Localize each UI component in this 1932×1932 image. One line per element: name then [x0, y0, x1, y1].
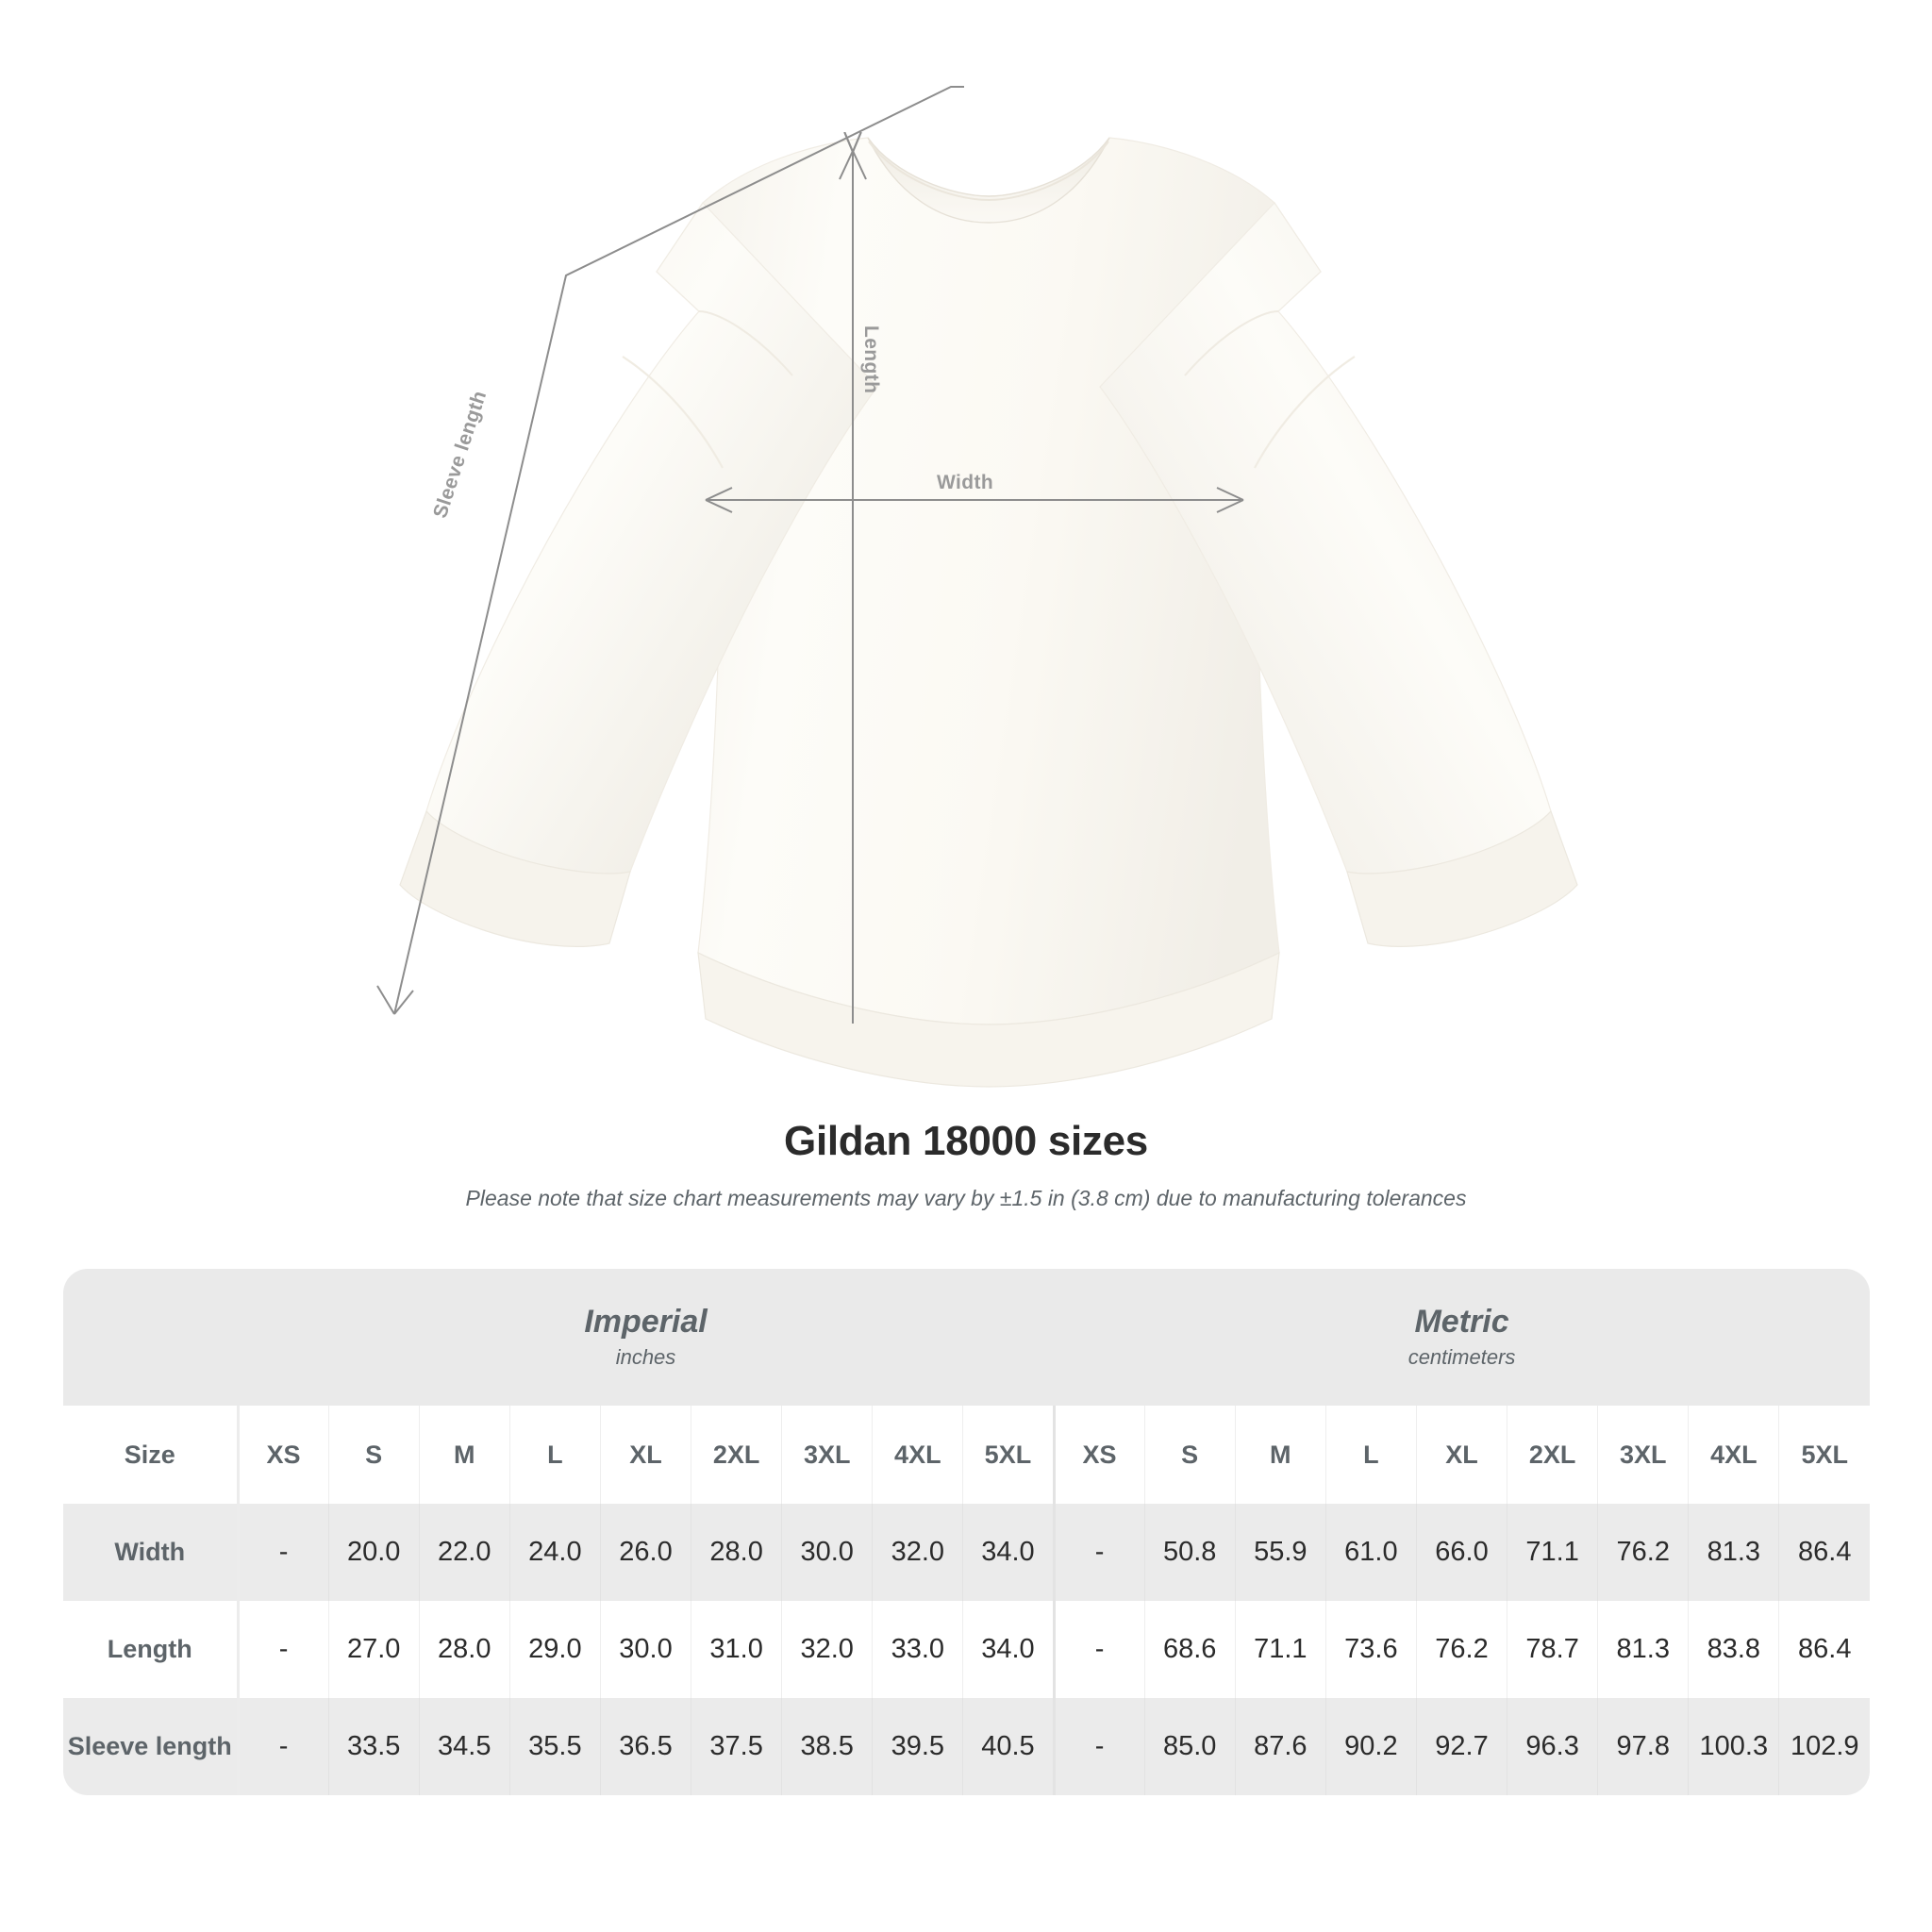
size-header-row: Size XS S M L XL 2XL 3XL 4XL 5XL XS S M L XL 2XL 3XL 4XL 5…	[63, 1406, 1871, 1504]
cell-sleeve-length-imperial-xl: 36.5	[599, 1698, 691, 1795]
column-header-imperial-m: M	[418, 1406, 510, 1504]
length-label: Length	[860, 325, 882, 394]
cell-sleeve-length-metric-2xl: 96.3	[1507, 1698, 1598, 1795]
unit-name: Imperial	[584, 1303, 708, 1340]
cell-width-imperial-xl: 26.0	[599, 1504, 691, 1601]
cell-width-metric-4xl: 81.3	[1688, 1504, 1779, 1601]
cell-sleeve-length-metric-s: 85.0	[1143, 1698, 1236, 1795]
cell-width-metric-s: 50.8	[1143, 1504, 1236, 1601]
unit-banner-row: Imperial inches Metric centimeters	[63, 1269, 1871, 1406]
unit-name: Metric	[1414, 1303, 1509, 1340]
cell-sleeve-length-imperial-s: 33.5	[327, 1698, 420, 1795]
cell-width-metric-5xl: 86.4	[1778, 1504, 1871, 1601]
unit-subtitle: inches	[615, 1345, 676, 1370]
table-row: Sleeve length -33.5 34.5 35.5 36.5 37.5 38.5 39…	[63, 1698, 1871, 1795]
cell-width-metric-2xl: 71.1	[1507, 1504, 1598, 1601]
size-chart-table-wrapper: Imperial inches Metric centimeters Size XS S M…	[63, 1269, 1871, 1795]
cell-sleeve-length-imperial-l: 35.5	[508, 1698, 601, 1795]
cell-sleeve-length-metric-xs: -	[1052, 1698, 1145, 1795]
cell-width-metric-m: 55.9	[1234, 1504, 1326, 1601]
column-header-metric-3xl: 3XL	[1597, 1406, 1689, 1504]
size-chart-table: Imperial inches Metric centimeters Size XS S M…	[63, 1269, 1871, 1795]
column-header-imperial-3xl: 3XL	[781, 1406, 873, 1504]
column-header-metric-xs: XS	[1052, 1406, 1145, 1504]
cell-length-metric-xl: 76.2	[1415, 1601, 1507, 1698]
cell-width-imperial-3xl: 30.0	[781, 1504, 873, 1601]
column-header-metric-m: M	[1234, 1406, 1326, 1504]
cell-width-imperial-m: 22.0	[418, 1504, 510, 1601]
cell-sleeve-length-metric-3xl: 97.8	[1597, 1698, 1689, 1795]
cell-sleeve-length-imperial-5xl: 40.5	[962, 1698, 1055, 1795]
cell-length-metric-l: 73.6	[1324, 1601, 1417, 1698]
cell-width-metric-3xl: 76.2	[1597, 1504, 1689, 1601]
column-header-metric-l: L	[1324, 1406, 1417, 1504]
cell-length-imperial-2xl: 31.0	[691, 1601, 782, 1698]
row-label-sleeve-length: Sleeve length	[63, 1698, 238, 1795]
cell-sleeve-length-imperial-xs: -	[236, 1698, 329, 1795]
cell-width-imperial-2xl: 28.0	[691, 1504, 782, 1601]
column-header-size: Size	[63, 1406, 238, 1504]
cell-sleeve-length-metric-l: 90.2	[1324, 1698, 1417, 1795]
cell-length-imperial-xs: -	[236, 1601, 329, 1698]
column-header-imperial-5xl: 5XL	[962, 1406, 1055, 1504]
cell-width-metric-xs: -	[1052, 1504, 1145, 1601]
cell-sleeve-length-imperial-2xl: 37.5	[691, 1698, 782, 1795]
cell-length-metric-3xl: 81.3	[1597, 1601, 1689, 1698]
cell-sleeve-length-metric-5xl: 102.9	[1778, 1698, 1871, 1795]
column-header-metric-s: S	[1143, 1406, 1236, 1504]
unit-banner-imperial: Imperial inches	[238, 1269, 1055, 1406]
column-header-imperial-l: L	[508, 1406, 601, 1504]
page-title: Gildan 18000 sizes	[784, 1118, 1148, 1164]
cell-width-metric-l: 61.0	[1324, 1504, 1417, 1601]
garment-diagram: Length Width Sleeve length	[376, 86, 1578, 1088]
cell-length-metric-s: 68.6	[1143, 1601, 1236, 1698]
column-header-imperial-xl: XL	[599, 1406, 691, 1504]
cell-length-imperial-5xl: 34.0	[962, 1601, 1055, 1698]
column-header-metric-xl: XL	[1415, 1406, 1507, 1504]
cell-length-metric-4xl: 83.8	[1688, 1601, 1779, 1698]
column-header-metric-4xl: 4XL	[1688, 1406, 1779, 1504]
cell-width-imperial-l: 24.0	[508, 1504, 601, 1601]
cell-width-imperial-4xl: 32.0	[872, 1504, 963, 1601]
unit-subtitle: centimeters	[1407, 1345, 1516, 1370]
cell-length-imperial-m: 28.0	[418, 1601, 510, 1698]
cell-width-imperial-5xl: 34.0	[962, 1504, 1055, 1601]
cell-sleeve-length-metric-xl: 92.7	[1415, 1698, 1507, 1795]
cell-length-imperial-l: 29.0	[508, 1601, 601, 1698]
unit-banner-metric: Metric centimeters	[1054, 1269, 1871, 1406]
table-row: Length -27.0 28.0 29.0 30.0 31.0 32.0 33.0 34.0-…	[63, 1601, 1871, 1698]
cell-length-metric-xs: -	[1052, 1601, 1145, 1698]
cell-length-imperial-xl: 30.0	[599, 1601, 691, 1698]
cell-width-imperial-xs: -	[236, 1504, 329, 1601]
column-header-imperial-xs: XS	[236, 1406, 329, 1504]
table-row: Width -20.0 22.0 24.0 26.0 28.0 30.0 32.0 34.0-5…	[63, 1504, 1871, 1601]
cell-sleeve-length-imperial-4xl: 39.5	[872, 1698, 963, 1795]
column-header-imperial-4xl: 4XL	[872, 1406, 963, 1504]
unit-banner-spacer	[63, 1269, 238, 1406]
column-header-imperial-s: S	[327, 1406, 420, 1504]
cell-length-imperial-s: 27.0	[327, 1601, 420, 1698]
column-header-metric-2xl: 2XL	[1507, 1406, 1598, 1504]
column-header-imperial-2xl: 2XL	[691, 1406, 782, 1504]
cell-width-metric-xl: 66.0	[1415, 1504, 1507, 1601]
title-block: Gildan 18000 sizes Please note that size…	[0, 1118, 1932, 1211]
cell-sleeve-length-metric-m: 87.6	[1234, 1698, 1326, 1795]
width-label: Width	[937, 472, 994, 493]
cell-length-metric-2xl: 78.7	[1507, 1601, 1598, 1698]
cell-width-imperial-s: 20.0	[327, 1504, 420, 1601]
cell-length-metric-5xl: 86.4	[1778, 1601, 1871, 1698]
cell-length-metric-m: 71.1	[1234, 1601, 1326, 1698]
cell-sleeve-length-imperial-m: 34.5	[418, 1698, 510, 1795]
cell-length-imperial-4xl: 33.0	[872, 1601, 963, 1698]
cell-sleeve-length-imperial-3xl: 38.5	[781, 1698, 873, 1795]
cell-sleeve-length-metric-4xl: 100.3	[1688, 1698, 1779, 1795]
cell-length-imperial-3xl: 32.0	[781, 1601, 873, 1698]
tolerance-note: Please note that size chart measurements…	[465, 1186, 1467, 1210]
sweatshirt-illustration	[376, 86, 1578, 1088]
row-label-width: Width	[63, 1504, 238, 1601]
row-label-length: Length	[63, 1601, 238, 1698]
column-header-metric-5xl: 5XL	[1778, 1406, 1871, 1504]
